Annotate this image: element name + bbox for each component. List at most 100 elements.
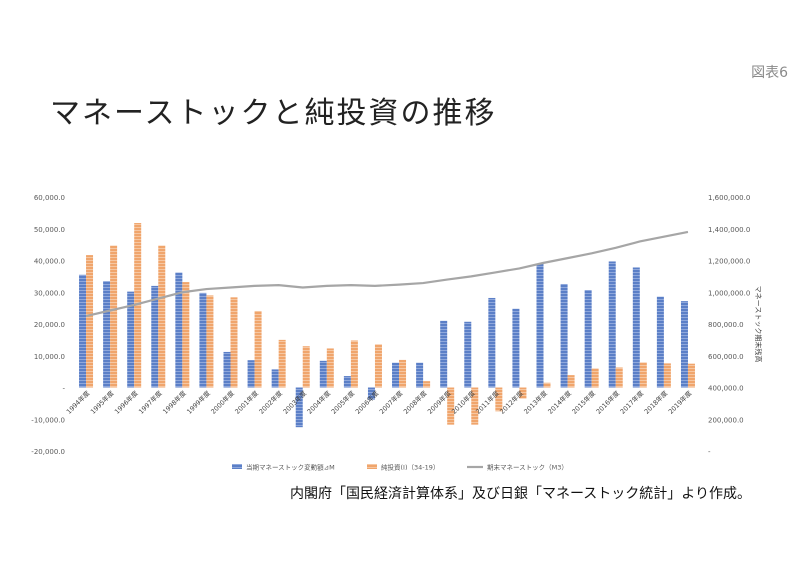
bar-money-change — [608, 261, 616, 388]
bar-net-investment — [591, 368, 599, 388]
bar-money-change — [416, 362, 424, 388]
category-label: 2001年度 — [233, 388, 261, 416]
bar-net-investment — [206, 295, 214, 388]
right-tick-label: 1,400,000.0 — [708, 226, 750, 234]
bar-money-change — [175, 272, 183, 388]
legend-label: 期末マネーストック（M3） — [487, 463, 568, 472]
bar-money-change — [680, 301, 688, 388]
bar-money-change — [247, 360, 255, 388]
legend-swatch — [367, 464, 377, 469]
left-tick-label: 20,000.0 — [34, 321, 65, 329]
category-label: 2007年度 — [377, 388, 405, 416]
legend-label: 純投資(I)（34-19） — [381, 463, 439, 472]
bar-net-investment — [663, 363, 671, 388]
bar-money-change — [79, 274, 87, 388]
bar-money-change — [103, 281, 111, 388]
bar-net-investment — [423, 381, 431, 388]
bar-money-change — [392, 362, 400, 388]
category-label: 1997年度 — [136, 388, 164, 416]
figure-label: 図表6 — [751, 65, 788, 81]
right-tick-label: 600,000.0 — [708, 353, 744, 361]
bar-money-change — [199, 292, 207, 388]
bar-money-change — [127, 291, 135, 388]
bar-money-change — [223, 351, 231, 388]
bar-net-investment — [615, 367, 623, 388]
bar-net-investment — [182, 282, 190, 388]
category-label: 2000年度 — [209, 388, 237, 416]
right-axis-ticks: - 200,000.0 400,000.0 600,000.0 800,000.0 1,0… — [708, 194, 750, 456]
category-label: 1999年度 — [185, 388, 213, 416]
right-tick-label: 400,000.0 — [708, 385, 744, 393]
bar-net-investment — [567, 375, 575, 388]
right-tick-label: 800,000.0 — [708, 321, 744, 329]
bar-money-change — [319, 360, 327, 388]
bar-net-investment — [350, 340, 358, 388]
bar-net-investment — [399, 359, 407, 388]
category-label: 1998年度 — [161, 388, 189, 416]
right-tick-label: 1,000,000.0 — [708, 289, 750, 297]
bar-money-change — [295, 387, 303, 428]
legend-swatch — [232, 464, 242, 469]
bar-net-investment — [134, 223, 142, 388]
left-tick-label: -20,000.0 — [31, 448, 65, 456]
bar-net-investment — [278, 339, 286, 388]
bar-money-change — [151, 285, 159, 388]
bar-net-investment — [254, 310, 262, 388]
bar-net-investment — [110, 245, 118, 388]
category-label: 1995年度 — [88, 388, 116, 416]
right-tick-label: 200,000.0 — [708, 416, 744, 424]
bar-net-investment — [639, 362, 647, 388]
left-tick-label: -10,000.0 — [31, 416, 65, 424]
category-label: 2015年度 — [570, 388, 598, 416]
category-label: 2005年度 — [329, 388, 357, 416]
line-series — [85, 230, 689, 318]
category-label: 1996年度 — [112, 388, 140, 416]
bar-money-change — [656, 296, 664, 388]
page-title: マネーストックと純投資の推移 — [50, 96, 497, 131]
category-label: 2008年度 — [401, 388, 429, 416]
bar-money-change — [632, 267, 640, 388]
bar-net-investment — [86, 255, 94, 388]
legend: 当期マネーストック変動額⊿M 純投資(I)（34-19） 期末マネーストック（M3） — [232, 463, 568, 472]
left-tick-label: 60,000.0 — [34, 194, 65, 202]
source-note: 内閣府「国民経済計算体系」及び日銀「マネーストック統計」より作成。 — [290, 486, 752, 502]
bar-net-investment — [158, 245, 166, 388]
bar-money-change — [464, 321, 472, 388]
left-tick-label: 30,000.0 — [34, 289, 65, 297]
bar-money-change — [536, 263, 544, 388]
right-tick-label: - — [708, 448, 711, 456]
left-tick-label: 50,000.0 — [34, 226, 65, 234]
bar-net-investment — [374, 344, 382, 388]
line-money-stock-m3 — [85, 230, 689, 318]
bar-money-change — [584, 290, 592, 388]
bar-net-investment — [447, 387, 455, 425]
bar-net-investment — [519, 387, 527, 399]
bar-money-change — [440, 320, 448, 388]
left-tick-label: 40,000.0 — [34, 258, 65, 266]
category-label: 2016年度 — [594, 388, 622, 416]
bar-money-change — [343, 376, 351, 388]
bar-net-investment — [471, 387, 479, 425]
category-label: 2014年度 — [546, 388, 574, 416]
category-label: 1994年度 — [64, 388, 92, 416]
right-tick-label: 1,600,000.0 — [708, 194, 750, 202]
category-label: 2003年度 — [281, 388, 309, 416]
bar-net-investment — [326, 348, 334, 388]
bar-net-investment — [687, 363, 695, 388]
bar-money-change — [271, 369, 279, 388]
bar-net-investment — [543, 382, 551, 388]
bar-net-investment — [495, 387, 503, 412]
bar-money-change — [488, 297, 496, 388]
bar-money-change — [367, 387, 375, 400]
bar-net-investment — [302, 346, 310, 388]
left-tick-label: 10,000.0 — [34, 353, 65, 361]
bar-net-investment — [230, 297, 238, 388]
bar-money-change — [512, 308, 520, 388]
category-label: 2006年度 — [353, 388, 381, 416]
right-axis-label-group: マネーストック期末残高 — [754, 286, 763, 363]
category-label: 2019年度 — [666, 388, 694, 416]
category-label: 2017年度 — [618, 388, 646, 416]
left-tick-label: - — [62, 385, 65, 393]
bar-series — [79, 223, 695, 428]
